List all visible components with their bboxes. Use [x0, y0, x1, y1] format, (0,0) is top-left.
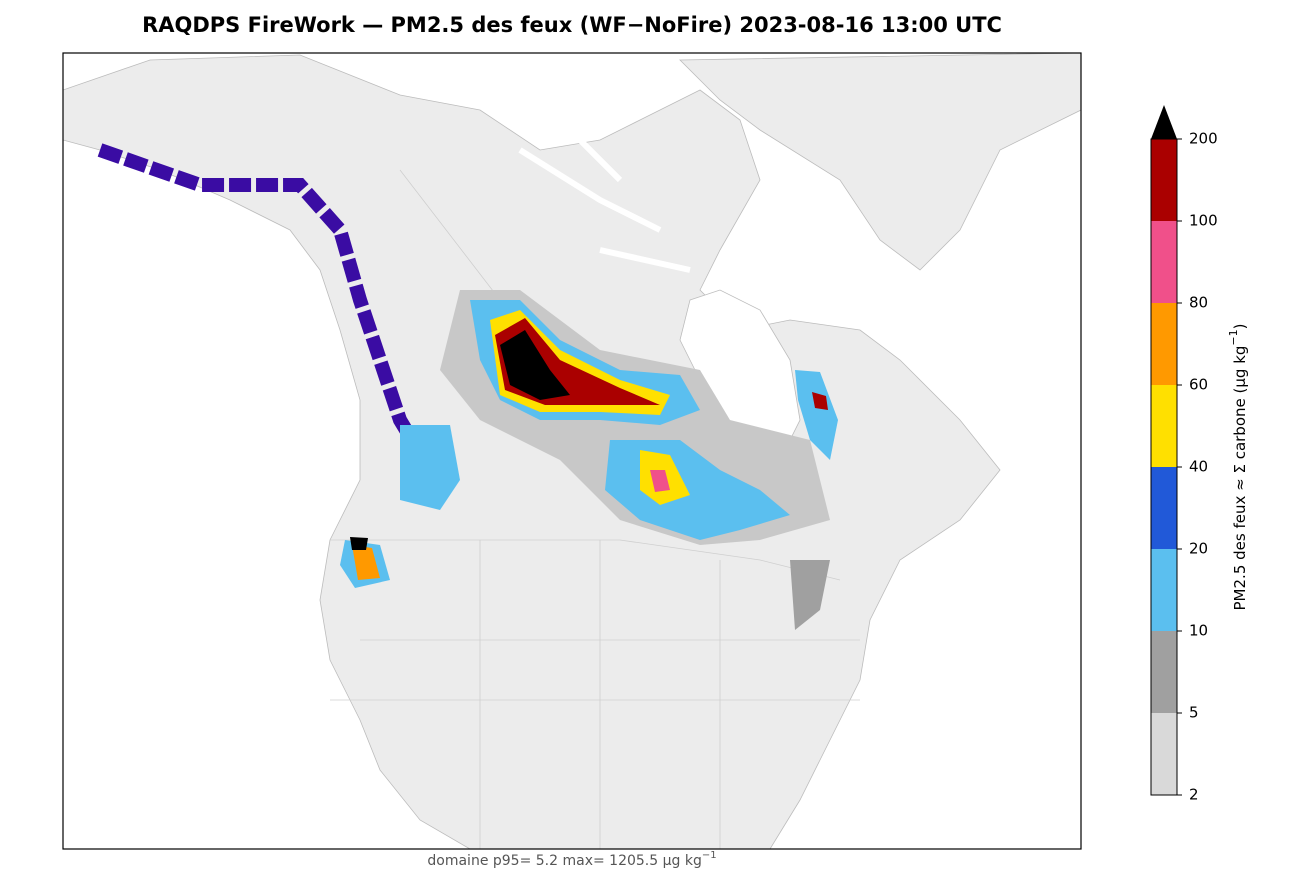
- footer-exponent: −1: [702, 850, 717, 861]
- footer: domaine p95= 5.2 max= 1205.5 µg kg−1: [427, 850, 716, 869]
- colorbar-segment: [1151, 467, 1177, 549]
- colorbar-tick-label: 5: [1189, 704, 1199, 722]
- colorbar-segment: [1151, 385, 1177, 467]
- colorbar-segment: [1151, 221, 1177, 303]
- colorbar-segment: [1151, 549, 1177, 631]
- plume-bc: [400, 425, 460, 510]
- colorbar-label-end: ): [1231, 324, 1249, 330]
- map-frame: [62, 52, 1082, 850]
- colorbar-segment: [1151, 713, 1177, 795]
- map: [63, 53, 1081, 849]
- footer-text: domaine p95= 5.2 max= 1205.5 µg kg: [427, 853, 701, 869]
- colorbar: 2 5 10 20 40 60 80 100 200: [1150, 105, 1218, 804]
- colorbar-segment: [1151, 631, 1177, 713]
- plume-coast: [97, 143, 437, 474]
- plume-main: [500, 330, 570, 400]
- land: [63, 54, 1001, 849]
- colorbar-tick-label: 40: [1189, 458, 1208, 476]
- colorbar-label-exponent: −1: [1227, 329, 1240, 345]
- colorbar-segment: [1151, 303, 1177, 385]
- plume-quebec: [812, 392, 828, 410]
- plume-quebec: [795, 370, 838, 460]
- colorbar-tick-label: 2: [1189, 786, 1199, 804]
- colorbar-segment: [1151, 139, 1177, 221]
- colorbar-label: PM2.5 des feux ≈ Σ carbone (µg kg−1): [1227, 324, 1249, 611]
- colorbar-label-text: PM2.5 des feux ≈ Σ carbone (µg kg: [1231, 346, 1249, 611]
- colorbar-tick-label: 20: [1189, 540, 1208, 558]
- plume-oregon: [352, 545, 380, 580]
- colorbar-tick-label: 100: [1189, 212, 1218, 230]
- plume-east: [650, 470, 670, 492]
- title: RAQDPS FireWork — PM2.5 des feux (WF−NoF…: [142, 13, 1002, 37]
- plume-seaway: [790, 560, 830, 630]
- colorbar-tick-label: 60: [1189, 376, 1208, 394]
- colorbar-tick-label: 10: [1189, 622, 1208, 640]
- colorbar-tick-label: 80: [1189, 294, 1208, 312]
- colorbar-tick-label: 200: [1189, 130, 1218, 148]
- arctic-channels: [518, 117, 691, 273]
- greenland: [679, 53, 1081, 271]
- colorbar-extend: [1151, 105, 1177, 139]
- plume-oregon: [350, 537, 368, 550]
